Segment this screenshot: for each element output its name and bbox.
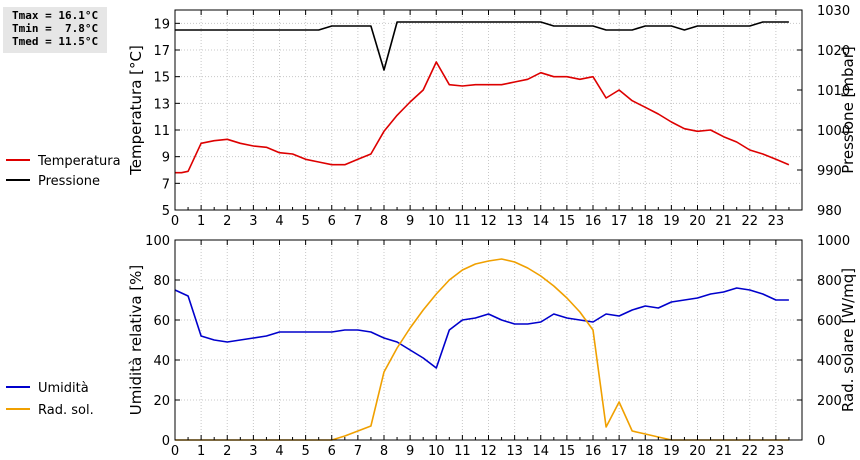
tmed-text: Tmed = 11.5°C xyxy=(12,35,99,48)
x-tick-label: 0 xyxy=(171,214,179,229)
y-tick-label: 17 xyxy=(153,44,170,59)
y2-tick-label: 200 xyxy=(817,394,842,409)
y-tick-label: 11 xyxy=(153,124,170,139)
y2-tick-label: 1030 xyxy=(817,4,850,19)
y2-tick-label: 0 xyxy=(817,434,825,449)
y2-tick-label: 990 xyxy=(817,164,842,179)
x-tick-label: 22 xyxy=(741,444,758,459)
y2-tick-label: 1020 xyxy=(817,44,850,59)
tmin-text: Tmin = 7.8°C xyxy=(12,22,99,35)
y2-tick-label: 800 xyxy=(817,274,842,289)
x-tick-label: 23 xyxy=(768,214,785,229)
y-tick-label: 20 xyxy=(153,394,170,409)
x-tick-label: 10 xyxy=(428,444,445,459)
x-tick-label: 17 xyxy=(611,214,628,229)
series-line-umidit xyxy=(174,287,789,369)
x-tick-label: 22 xyxy=(741,214,758,229)
x-tick-label: 9 xyxy=(406,444,414,459)
y2-tick-label: 980 xyxy=(817,204,842,219)
x-tick-label: 7 xyxy=(354,214,362,229)
legend-label: Umidità xyxy=(38,381,89,396)
y-tick-label: 13 xyxy=(153,97,170,112)
legend-label: Temperatura xyxy=(37,154,121,169)
temperature-pressure-chart: 0 1 2 3 4 5 6 7 8 9 10 11 12 13 14 15 16 17 18 19 20 21 22 2357… xyxy=(6,4,857,229)
y-tick-label: 0 xyxy=(162,434,170,449)
y-tick-label: 100 xyxy=(145,234,170,249)
y-tick-label: 19 xyxy=(153,17,170,32)
y-axis-title: Umidità relativa [%] xyxy=(127,265,145,416)
x-tick-label: 13 xyxy=(506,444,523,459)
x-tick-label: 8 xyxy=(380,444,388,459)
x-tick-label: 6 xyxy=(328,214,336,229)
x-tick-label: 21 xyxy=(715,444,732,459)
tmax-text: Tmax = 16.1°C xyxy=(12,9,99,22)
x-tick-label: 18 xyxy=(637,214,654,229)
x-tick-label: 5 xyxy=(301,214,309,229)
humidity-radiation-chart: 0 1 2 3 4 5 6 7 8 9 10 11 12 13 14 15 16 17 18 19 20 21 22 2302… xyxy=(6,234,857,459)
x-tick-label: 3 xyxy=(249,214,257,229)
x-tick-label: 21 xyxy=(715,214,732,229)
y-tick-label: 15 xyxy=(153,71,170,86)
x-tick-label: 1 xyxy=(197,444,205,459)
x-tick-label: 1 xyxy=(197,214,205,229)
y2-tick-label: 600 xyxy=(817,314,842,329)
y2-axis-title: Rad. solare [W/mq] xyxy=(839,268,857,412)
x-tick-label: 23 xyxy=(768,444,785,459)
x-tick-label: 11 xyxy=(454,214,471,229)
grid xyxy=(174,10,802,211)
x-tick-label: 17 xyxy=(611,444,628,459)
y-tick-label: 60 xyxy=(153,314,170,329)
x-tick-label: 19 xyxy=(663,214,680,229)
x-tick-label: 19 xyxy=(663,444,680,459)
x-tick-label: 20 xyxy=(689,444,706,459)
x-tick-label: 12 xyxy=(480,444,497,459)
x-tick-label: 4 xyxy=(275,214,283,229)
x-tick-label: 7 xyxy=(354,444,362,459)
series-line-temperatura xyxy=(175,61,790,174)
x-tick-label: 3 xyxy=(249,444,257,459)
series-line-pressione xyxy=(175,21,789,71)
legend-label: Pressione xyxy=(38,174,100,189)
grid xyxy=(174,239,802,441)
y2-tick-label: 400 xyxy=(817,354,842,369)
x-tick-label: 14 xyxy=(532,444,549,459)
x-tick-label: 15 xyxy=(559,214,576,229)
x-tick-label: 6 xyxy=(328,444,336,459)
x-tick-label: 14 xyxy=(532,214,549,229)
x-tick-label: 0 xyxy=(171,444,179,459)
y-tick-label: 5 xyxy=(162,204,170,219)
y2-tick-label: 1000 xyxy=(817,234,850,249)
y-tick-label: 40 xyxy=(153,354,170,369)
y2-tick-label: 1000 xyxy=(817,124,850,139)
x-tick-label: 12 xyxy=(480,214,497,229)
x-tick-label: 5 xyxy=(301,444,309,459)
y2-axis-title: Pressione [mbar] xyxy=(839,46,857,174)
x-tick-label: 16 xyxy=(585,214,602,229)
series-line-rad-sol xyxy=(175,258,789,441)
y-tick-label: 7 xyxy=(162,177,170,192)
x-tick-label: 18 xyxy=(637,444,654,459)
y-tick-label: 80 xyxy=(153,274,170,289)
y-tick-label: 9 xyxy=(162,151,170,166)
y-axis-title: Temperatura [°C] xyxy=(127,45,145,176)
x-tick-label: 11 xyxy=(454,444,471,459)
x-tick-label: 2 xyxy=(223,444,231,459)
x-tick-label: 8 xyxy=(380,214,388,229)
x-tick-label: 16 xyxy=(585,444,602,459)
x-tick-label: 9 xyxy=(406,214,414,229)
x-tick-label: 4 xyxy=(275,444,283,459)
legend-label: Rad. sol. xyxy=(38,403,94,418)
x-tick-label: 13 xyxy=(506,214,523,229)
x-tick-label: 15 xyxy=(559,444,576,459)
x-tick-label: 10 xyxy=(428,214,445,229)
y2-tick-label: 1010 xyxy=(817,84,850,99)
x-tick-label: 2 xyxy=(223,214,231,229)
x-tick-label: 20 xyxy=(689,214,706,229)
stats-box: Tmax = 16.1°C Tmin = 7.8°C Tmed = 11.5°C xyxy=(3,7,107,53)
